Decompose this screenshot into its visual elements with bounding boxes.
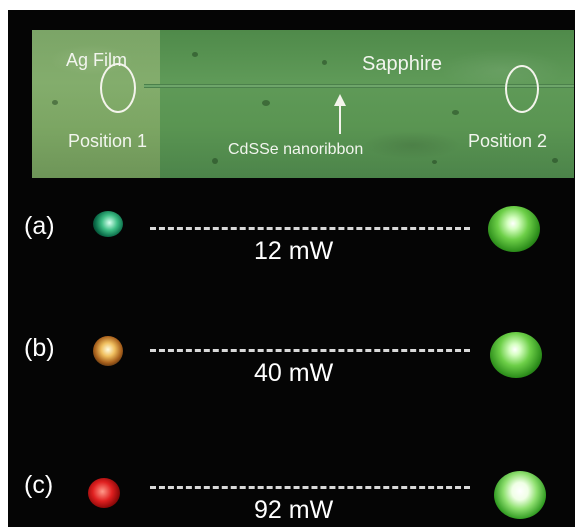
position-2-marker	[505, 65, 539, 113]
surface-speck	[212, 158, 218, 164]
surface-speck	[552, 158, 558, 163]
position-1-label: Position 1	[68, 131, 148, 151]
arrow-shaft	[339, 104, 341, 134]
dashed-line	[150, 486, 470, 489]
panel-c: (c) 92 mW	[8, 437, 575, 527]
nanoribbon-label: CdSSe nanoribbon	[228, 141, 364, 158]
left-emission-spot	[93, 211, 123, 237]
left-emission-spot	[93, 336, 123, 366]
surface-speck	[192, 52, 198, 57]
surface-speck	[452, 110, 459, 115]
right-emission-spot	[494, 471, 546, 519]
ag-film-label: Ag Film	[66, 50, 128, 70]
dashed-line	[150, 227, 470, 230]
power-label: 12 mW	[254, 237, 334, 265]
dashed-line	[150, 349, 470, 352]
figure: Ag Film Sapphire Position 1 Position 2 C…	[8, 10, 575, 527]
right-emission-spot	[488, 206, 540, 252]
ag-film-region	[32, 30, 160, 178]
left-emission-spot	[88, 478, 120, 508]
arrow-up-icon	[334, 94, 346, 106]
surface-speck	[432, 160, 437, 164]
panel-letter: (c)	[24, 471, 54, 499]
surface-speck	[322, 60, 327, 65]
panel-letter: (a)	[24, 212, 55, 240]
right-emission-spot	[490, 332, 542, 378]
microscope-image: Ag Film Sapphire Position 1 Position 2 C…	[32, 30, 574, 178]
surface-speck	[52, 100, 58, 105]
sapphire-label: Sapphire	[362, 53, 443, 75]
panel-a: (a) 12 mW	[8, 178, 575, 268]
panel-letter: (b)	[24, 334, 55, 362]
surface-speck	[262, 100, 270, 106]
nanoribbon-line	[144, 84, 574, 88]
power-label: 40 mW	[254, 359, 334, 387]
power-label: 92 mW	[254, 496, 334, 524]
panel-b: (b) 40 mW	[8, 300, 575, 390]
position-2-label: Position 2	[468, 131, 548, 151]
position-1-marker	[100, 63, 136, 113]
